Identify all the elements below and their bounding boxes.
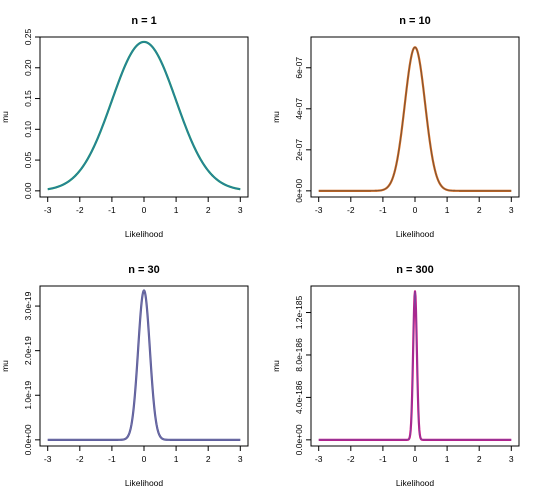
y-tick-label: 4.0e-186	[294, 380, 304, 414]
chart-title: n = 300	[396, 264, 434, 276]
y-tick-label: 0.00	[23, 182, 33, 199]
x-tick-label: 0	[413, 205, 418, 215]
chart-title: n = 30	[128, 264, 160, 276]
x-axis: -3 -2 -1 0 1 2 3	[315, 197, 514, 215]
y-tick-label: 1.0e-19	[23, 381, 33, 410]
x-tick-label: 3	[509, 454, 514, 464]
x-tick-label: -1	[379, 205, 387, 215]
series-line-overlay	[318, 46, 512, 192]
y-tick-label: 0.25	[23, 28, 33, 45]
y-tick-label: 0.05	[23, 152, 33, 169]
panels: n = 1 -3 -2 -1 0 1 2 3 0.00 0.05 0.10 0.15 0.20 0.25 L…	[0, 15, 520, 488]
x-tick-label: -3	[44, 205, 52, 215]
y-axis-label: mu	[271, 111, 281, 123]
x-tick-label: -2	[347, 454, 355, 464]
x-tick-label: 2	[477, 205, 482, 215]
series-line-overlay	[318, 290, 512, 441]
y-tick-label: 0.0e+00	[294, 424, 304, 455]
chart-panel-1: n = 1 -3 -2 -1 0 1 2 3 0.00 0.05 0.10 0.15 0.20 0.25 L…	[0, 15, 249, 239]
x-tick-label: 2	[477, 454, 482, 464]
x-tick-label: 1	[174, 454, 179, 464]
chart-panel-3: n = 30 -3 -2 -1 0 1 2 3 0.0e+00 1.0e-19 2.0e-19 3.0…	[0, 264, 249, 488]
y-axis: 0e+00 2e-07 4e-07 6e-07	[294, 57, 311, 203]
chart-panel-4: n = 300 -3 -2 -1 0 1 2 3 0.0e+00 4.0e-186 8.0e-186…	[271, 264, 520, 488]
y-axis-label: mu	[0, 111, 10, 123]
chart-panel-2: n = 10 -3 -2 -1 0 1 2 3 0e+00 2e-07 4e-07 6e-07 Like…	[271, 15, 520, 239]
series-line-overlay	[47, 41, 241, 190]
series-line	[318, 46, 512, 192]
x-axis: -3 -2 -1 0 1 2 3	[44, 446, 243, 464]
x-tick-label: 0	[413, 454, 418, 464]
x-tick-label: 3	[238, 454, 243, 464]
x-tick-label: 0	[142, 454, 147, 464]
y-axis-label: mu	[271, 360, 281, 372]
chart-title: n = 10	[399, 15, 431, 27]
series-line-overlay	[47, 290, 241, 441]
y-tick-label: 2.0e-19	[23, 336, 33, 365]
y-tick-label: 3.0e-19	[23, 291, 33, 320]
x-axis: -3 -2 -1 0 1 2 3	[44, 197, 243, 215]
x-axis-label: Likelihood	[396, 229, 435, 239]
x-tick-label: -1	[379, 454, 387, 464]
y-tick-label: 6e-07	[294, 57, 304, 79]
y-tick-label: 2e-07	[294, 139, 304, 161]
chart-title: n = 1	[131, 15, 156, 27]
y-tick-label: 0.10	[23, 121, 33, 138]
y-axis-label: mu	[0, 360, 10, 372]
plot-frame	[39, 285, 249, 447]
plot-frame	[310, 36, 520, 198]
x-tick-label: 3	[238, 205, 243, 215]
x-tick-label: 1	[445, 205, 450, 215]
x-tick-label: -2	[76, 205, 84, 215]
x-tick-label: -1	[108, 205, 116, 215]
x-tick-label: -2	[76, 454, 84, 464]
y-tick-label: 0.20	[23, 59, 33, 76]
x-tick-label: 2	[206, 454, 211, 464]
y-tick-label: 8.0e-186	[294, 338, 304, 372]
y-tick-label: 0.0e+00	[23, 424, 33, 455]
y-tick-label: 1.2e-185	[294, 295, 304, 329]
series-line	[47, 289, 241, 441]
x-tick-label: -3	[315, 205, 323, 215]
series-line	[318, 290, 512, 441]
y-tick-label: 4e-07	[294, 98, 304, 120]
x-tick-label: 1	[445, 454, 450, 464]
x-tick-label: 3	[509, 205, 514, 215]
x-tick-label: -3	[315, 454, 323, 464]
y-axis: 0.00 0.05 0.10 0.15 0.20 0.25	[23, 28, 40, 199]
x-axis-label: Likelihood	[125, 478, 164, 488]
series-line	[47, 40, 241, 191]
y-axis: 0.0e+00 1.0e-19 2.0e-19 3.0e-19	[23, 291, 40, 455]
x-axis-label: Likelihood	[396, 478, 435, 488]
x-axis-label: Likelihood	[125, 229, 164, 239]
x-tick-label: 1	[174, 205, 179, 215]
plot-frame	[39, 36, 249, 198]
y-axis: 0.0e+00 4.0e-186 8.0e-186 1.2e-185	[294, 295, 311, 455]
x-tick-label: -1	[108, 454, 116, 464]
x-tick-label: -3	[44, 454, 52, 464]
x-tick-label: 0	[142, 205, 147, 215]
x-tick-label: 2	[206, 205, 211, 215]
y-tick-label: 0e+00	[294, 179, 304, 203]
y-tick-label: 0.15	[23, 90, 33, 107]
x-tick-label: -2	[347, 205, 355, 215]
x-axis: -3 -2 -1 0 1 2 3	[315, 446, 514, 464]
